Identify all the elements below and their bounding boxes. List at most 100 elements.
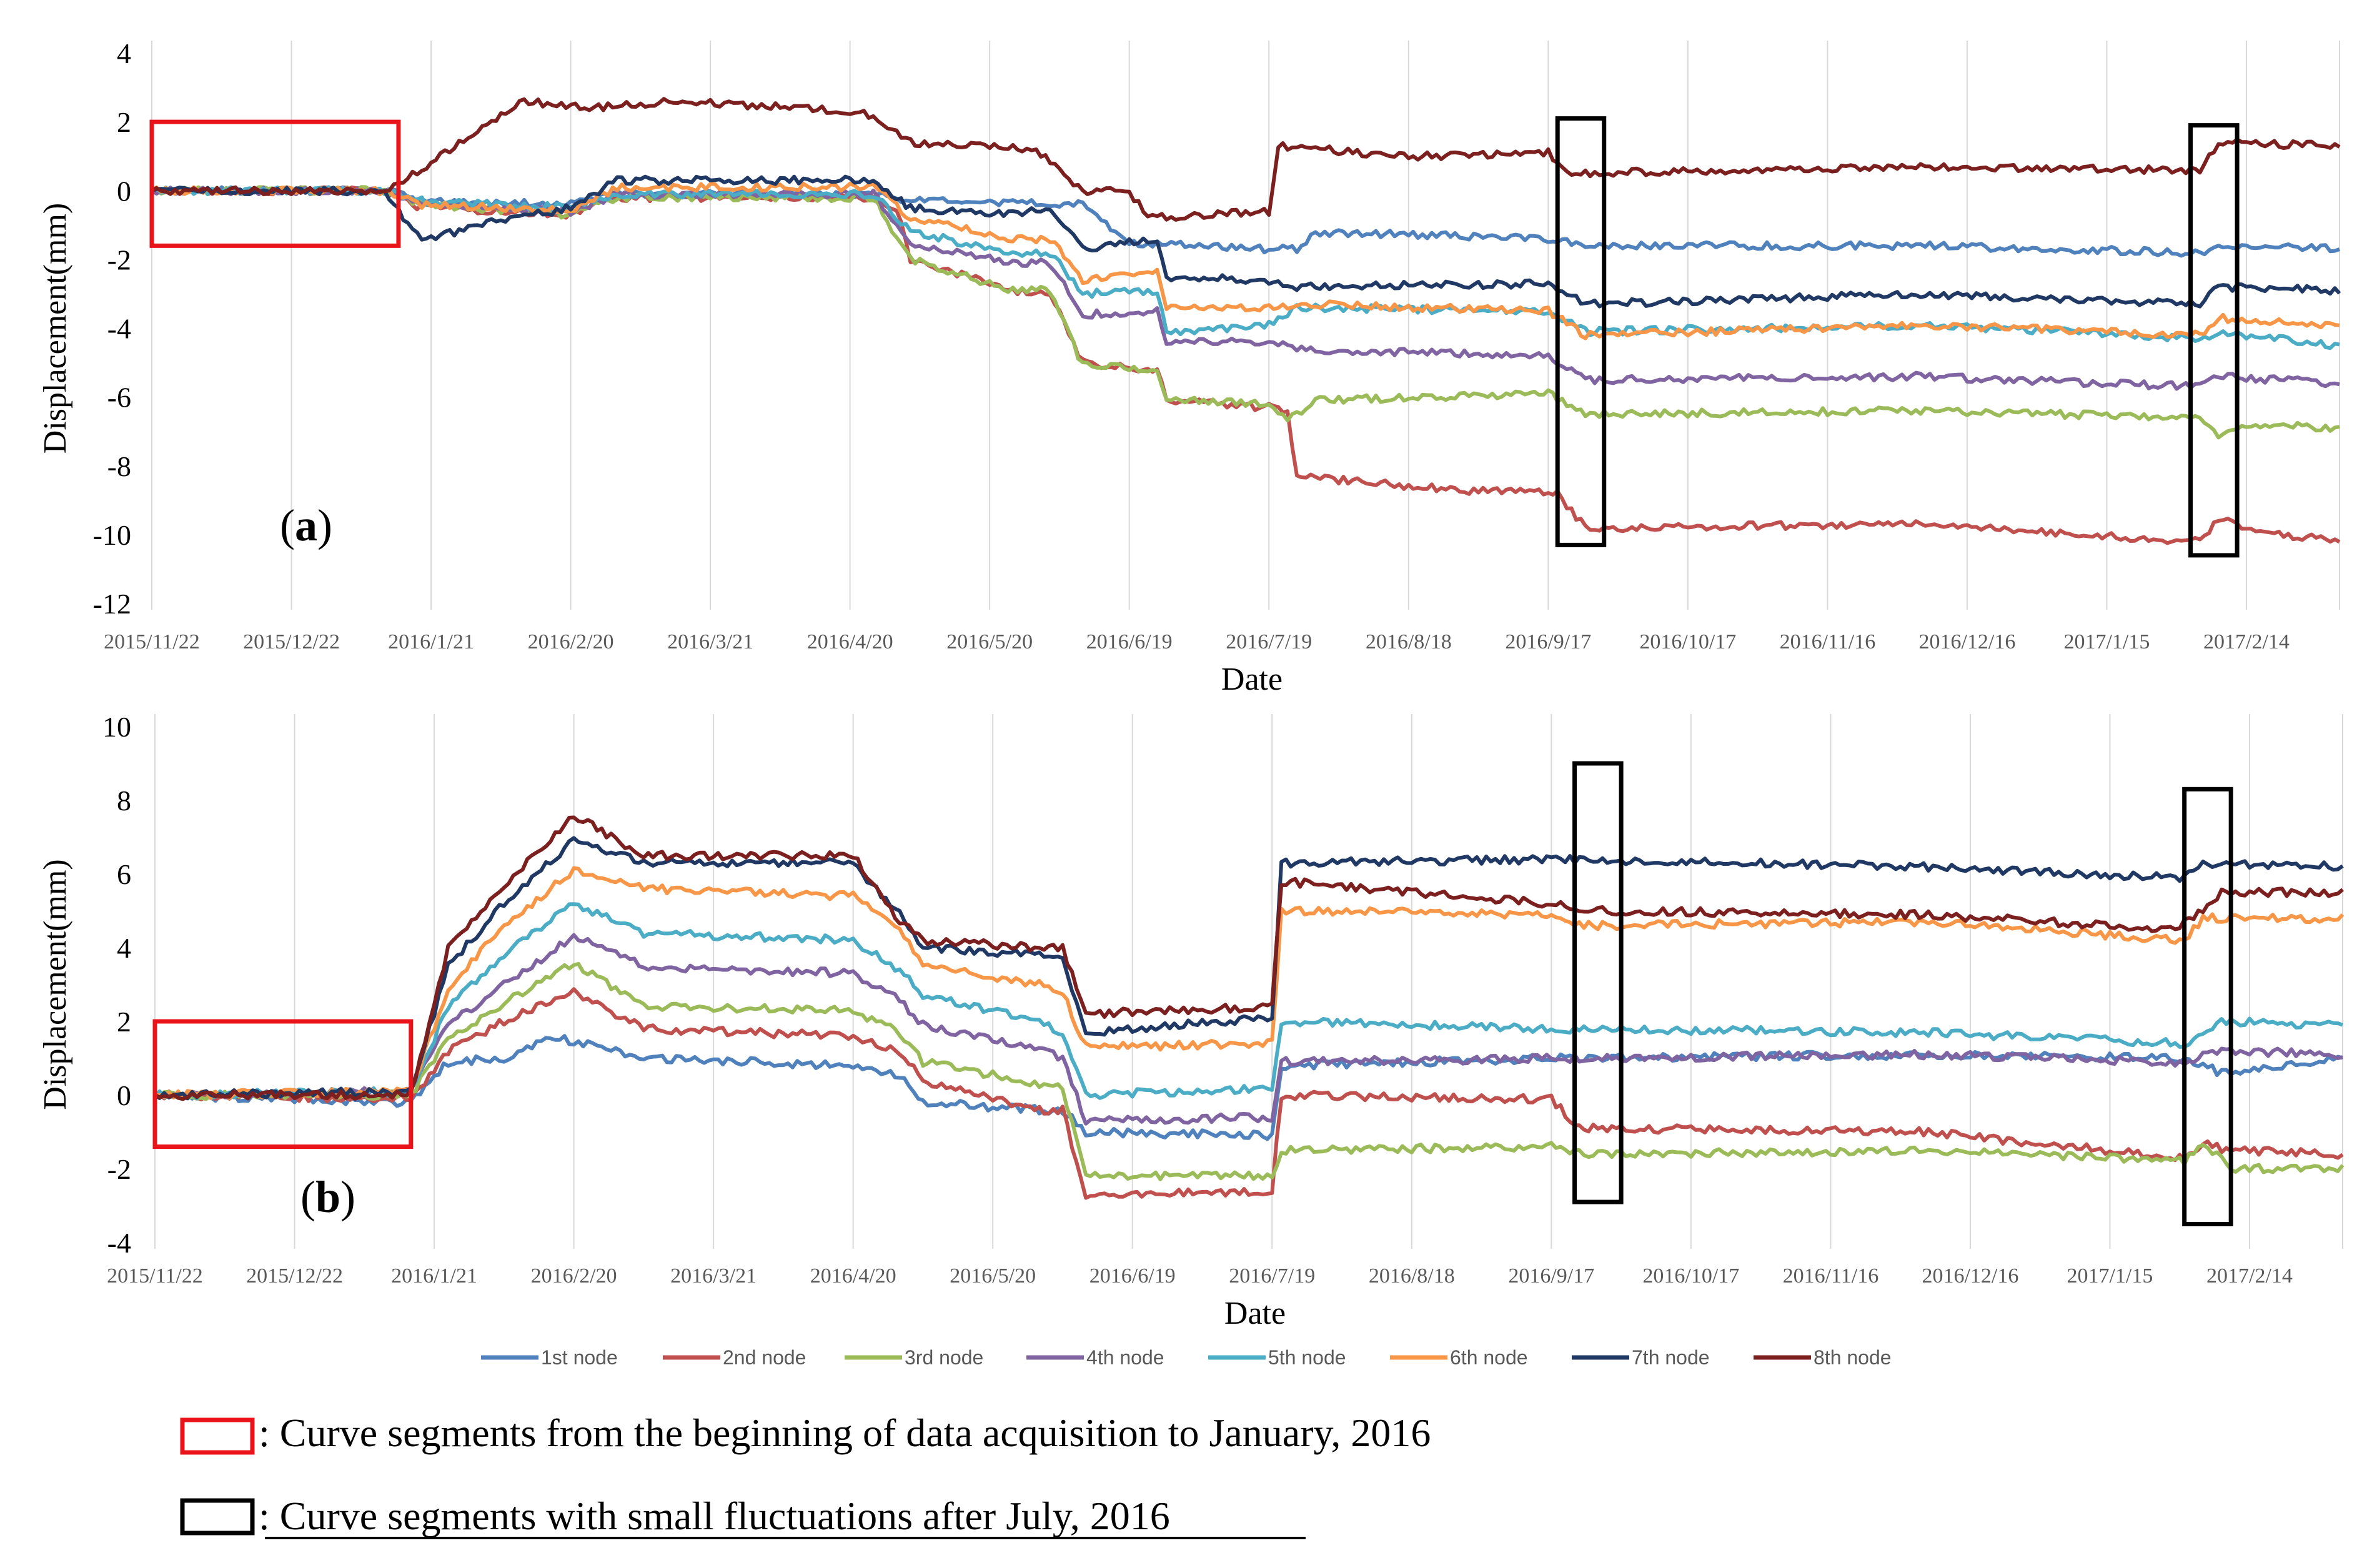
x-tick-label: 2016/9/17 [1508,1264,1594,1288]
y-tick-label: 8 [117,785,131,816]
x-tick-label: 2016/12/16 [1922,1264,2018,1288]
legend-label: 3rd node [905,1346,983,1369]
x-tick-label: 2016/1/21 [388,630,474,653]
x-tick-label: 2017/1/15 [2067,1264,2153,1288]
x-tick-label: 2016/6/19 [1086,630,1173,653]
legend-label: 4th node [1086,1346,1164,1369]
y-tick-label: -8 [107,450,131,482]
panel-label: (a) [280,500,332,550]
x-tick-label: 2015/12/22 [246,1264,343,1288]
y-tick-label: -6 [107,382,131,414]
y-tick-label: -2 [107,1153,131,1185]
x-tick-label: 2016/2/20 [528,630,614,653]
series-line-5th-node [151,185,2340,350]
panel-label: (b) [300,1172,355,1222]
series-line-8th-node [154,815,2344,1101]
y-tick-label: 0 [117,1079,131,1111]
y-tick-label: -10 [93,519,131,551]
legend-item-5th-node: 5th node [1208,1346,1346,1369]
x-tick-label: 2016/6/19 [1089,1264,1176,1288]
legend-label: 8th node [1814,1346,1892,1369]
black-highlight-box [2182,786,2233,1227]
series-line-8th-node [151,97,2341,222]
legend-item-2nd-node: 2nd node [663,1346,806,1369]
x-tick-label: 2016/8/18 [1369,1264,1455,1288]
series-line-4th-node [154,933,2343,1126]
y-axis-title: Displacement(mm) [37,203,73,454]
gridlines [154,714,2343,1249]
panel-a: 4 2 0 -2 -4 -6 -8 -10 -12 2015/11/22 2015/12/22 201… [37,37,2341,697]
note-red-swatch [180,1417,255,1455]
x-tick-label: 2016/11/16 [1783,1264,1879,1288]
x-tick-label: 2016/1/21 [391,1264,477,1288]
series-line-4th-node [151,185,2340,391]
series-line-5th-node [154,902,2343,1101]
x-tick-label: 2015/11/22 [104,630,200,653]
series-line-1st-node [154,1034,2343,1141]
x-tick-label: 2016/12/16 [1918,630,2015,653]
series-line-7th-node [151,174,2341,309]
series-line-3rd-node [154,961,2345,1181]
series-line-2nd-node [154,987,2344,1200]
legend-label: 1st node [541,1346,618,1369]
series-group [154,815,2345,1200]
y-tick-label: 2 [117,1006,131,1038]
series-line-2nd-node [151,185,2341,545]
note-black-swatch [180,1498,255,1536]
y-tick-label: 4 [117,932,131,964]
note-black-text: : Curve segments with small fluctuations… [259,1494,1170,1538]
series-line-6th-node [151,181,2340,340]
x-tick-label: 2016/11/16 [1780,630,1876,653]
x-tick-label: 2016/9/17 [1505,630,1591,653]
x-tick-label: 2015/12/22 [243,630,340,653]
x-axis-title: Date [1224,1296,1286,1331]
panel-b: 10 8 6 4 2 0 -2 -4 2015/11/22 2015/12/22 2016/1/21… [37,711,2345,1331]
legend-item-3rd-node: 3rd node [845,1346,983,1369]
legend-item-1st-node: 1st node [481,1346,618,1369]
legend-item-6th-node: 6th node [1390,1346,1528,1369]
x-tick-label: 2016/4/20 [807,630,893,653]
y-tick-label: 2 [117,106,131,138]
series-group [151,97,2341,545]
y-tick-label: 0 [117,175,131,207]
black-highlight-box [2188,123,2240,558]
x-tick-label: 2015/11/22 [107,1264,203,1288]
red-highlight-box [149,119,401,248]
legend: 1st node 2nd node 3rd node 4th node 5th node… [481,1346,1892,1369]
x-tick-label: 2016/3/21 [667,630,753,653]
x-tick-label: 2016/10/17 [1642,1264,1739,1288]
legend-label: 5th node [1268,1346,1346,1369]
y-tick-label: 4 [117,37,131,69]
x-tick-label: 2016/2/20 [531,1264,617,1288]
legend-label: 6th node [1450,1346,1528,1369]
x-tick-label: 2017/1/15 [2063,630,2150,653]
x-tick-label: 2017/2/14 [2206,1264,2293,1288]
y-tick-label: -4 [107,1227,131,1259]
x-tick-label: 2016/5/20 [950,1264,1036,1288]
legend-item-8th-node: 8th node [1754,1346,1892,1369]
x-tick-label: 2016/10/17 [1639,630,1736,653]
note-red: : Curve segments from the beginning of d… [180,1411,1431,1455]
y-tick-label: 10 [102,711,131,743]
legend-item-4th-node: 4th node [1026,1346,1164,1369]
legend-label: 7th node [1632,1346,1710,1369]
x-tick-label: 2016/8/18 [1366,630,1452,653]
x-tick-label: 2016/7/19 [1226,630,1312,653]
series-line-6th-node [154,866,2345,1101]
x-tick-label: 2016/7/19 [1229,1264,1315,1288]
y-axis-title: Displacement(mm) [37,859,73,1109]
note-black: : Curve segments with small fluctuations… [180,1494,1306,1539]
legend-item-7th-node: 7th node [1572,1346,1710,1369]
x-tick-label: 2016/5/20 [946,630,1033,653]
series-line-7th-node [154,836,2344,1101]
y-tick-label: 6 [117,858,131,890]
y-tick-label: -12 [93,588,131,620]
x-tick-label: 2016/3/21 [670,1264,757,1288]
legend-label: 2nd node [723,1346,806,1369]
y-tick-label: -4 [107,313,131,345]
red-highlight-box [152,1019,414,1149]
x-tick-label: 2017/2/14 [2203,630,2290,653]
x-axis-title: Date [1221,662,1283,697]
y-tick-label: -2 [107,244,131,275]
